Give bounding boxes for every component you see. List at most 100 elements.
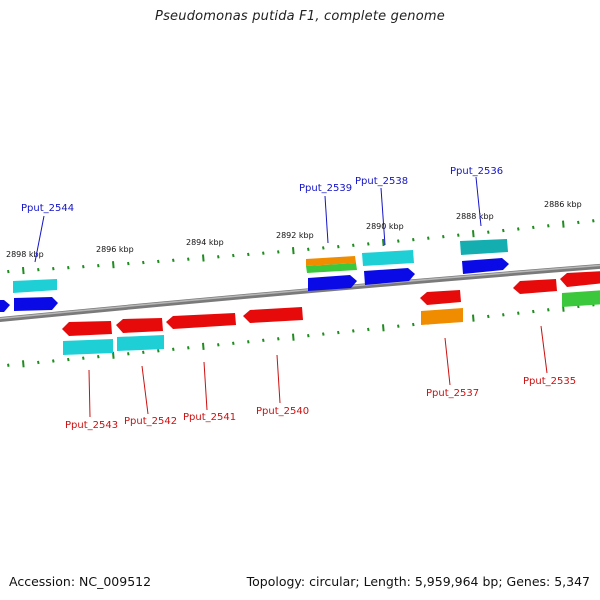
gene-arrow[interactable] (166, 313, 236, 329)
minor-tick (97, 354, 100, 359)
gene-arrow[interactable] (0, 300, 10, 312)
minor-tick (262, 251, 265, 255)
gene-arrow[interactable] (460, 239, 508, 255)
major-tick (22, 267, 25, 275)
minor-tick (367, 242, 370, 246)
minor-tick (172, 347, 175, 352)
minor-tick (172, 258, 175, 262)
gene-label[interactable]: Pput_2539 (299, 183, 352, 194)
gene-label[interactable]: Pput_2538 (355, 176, 408, 187)
topology-text: Topology: circular; Length: 5,959,964 bp… (246, 574, 590, 589)
gene-label[interactable]: Pput_2537 (426, 388, 479, 399)
gene-arrow[interactable] (362, 250, 414, 266)
map-title: Pseudomonas putida F1, complete genome (155, 9, 445, 24)
gene-arrow[interactable] (420, 290, 461, 305)
minor-tick (487, 230, 490, 234)
minor-tick (307, 247, 310, 251)
gene-arrow[interactable] (13, 279, 57, 293)
major-tick (112, 351, 115, 359)
gene-arrow[interactable] (62, 321, 112, 336)
gene-arrow[interactable] (63, 339, 113, 355)
kbp-label: 2896 kbp (96, 245, 134, 254)
gene-arrow[interactable] (14, 297, 58, 311)
minor-tick (517, 311, 520, 315)
kbp-label: 2886 kbp (544, 200, 582, 209)
major-tick (472, 230, 475, 238)
gene-label[interactable]: Pput_2540 (256, 406, 309, 417)
minor-tick (397, 324, 400, 328)
major-tick (382, 238, 385, 247)
minor-tick (187, 346, 190, 350)
minor-tick (352, 329, 355, 333)
minor-tick (217, 255, 220, 259)
minor-tick (412, 322, 415, 327)
gene-label[interactable]: Pput_2543 (65, 420, 118, 431)
gene-arrow[interactable] (116, 318, 163, 333)
minor-tick (187, 257, 190, 261)
gene-arrow[interactable] (562, 290, 600, 307)
genes-reverse (62, 271, 600, 355)
minor-tick (412, 237, 415, 242)
minor-tick (37, 267, 40, 272)
gene-label[interactable]: Pput_2542 (124, 416, 177, 427)
gene-label[interactable]: Pput_2536 (450, 166, 503, 177)
ticks-top (7, 219, 595, 275)
minor-tick (82, 265, 85, 269)
gene-arrow[interactable] (306, 263, 357, 273)
minor-tick (232, 341, 235, 346)
minor-tick (367, 327, 370, 332)
gene-arrow[interactable] (560, 271, 600, 287)
minor-tick (142, 260, 145, 265)
minor-tick (7, 363, 10, 367)
major-tick (202, 254, 205, 262)
gene-label[interactable]: Pput_2541 (183, 412, 236, 423)
minor-tick (127, 352, 130, 356)
minor-tick (7, 269, 10, 274)
minor-tick (577, 220, 580, 225)
major-tick (112, 261, 115, 269)
minor-tick (247, 340, 250, 344)
minor-tick (52, 359, 55, 363)
minor-tick (67, 357, 70, 362)
gene-arrow[interactable] (117, 335, 164, 351)
minor-tick (217, 343, 220, 347)
minor-tick (352, 243, 355, 247)
accession-text: Accession: NC_009512 (9, 574, 152, 589)
leader-line (141, 365, 149, 415)
gene-arrow[interactable] (306, 256, 356, 266)
minor-tick (517, 227, 520, 231)
minor-tick (97, 263, 100, 268)
kbp-label: 2898 kbp (6, 250, 44, 259)
gene-arrow[interactable] (513, 279, 557, 294)
minor-tick (547, 224, 550, 228)
gene-arrow[interactable] (364, 268, 415, 285)
leader-line (276, 354, 281, 404)
gene-arrow[interactable] (243, 307, 303, 323)
kbp-label: 2890 kbp (366, 222, 404, 231)
minor-tick (127, 261, 130, 266)
gene-label[interactable]: Pput_2535 (523, 376, 576, 387)
gene-arrow[interactable] (421, 308, 463, 325)
gene-arrow[interactable] (308, 275, 357, 291)
minor-tick (427, 236, 430, 240)
gene-labels-bottom: Pput_2543 Pput_2542 Pput_2541 Pput_2540 … (65, 376, 576, 431)
minor-tick (397, 239, 400, 243)
minor-tick (502, 228, 505, 233)
gene-arrow[interactable] (462, 258, 509, 274)
leader-line (34, 215, 45, 263)
minor-tick (157, 349, 160, 353)
major-tick (292, 247, 295, 255)
minor-tick (307, 333, 310, 338)
minor-tick (277, 337, 280, 341)
minor-tick (532, 225, 535, 230)
kbp-labels: 2898 kbp 2896 kbp 2894 kbp 2892 kbp 2890… (6, 200, 582, 259)
gene-label[interactable]: Pput_2544 (21, 203, 74, 214)
minor-tick (592, 219, 595, 223)
minor-tick (502, 313, 505, 317)
minor-tick (457, 233, 460, 237)
major-tick (202, 342, 205, 350)
kbp-label: 2892 kbp (276, 231, 314, 240)
minor-tick (247, 252, 250, 257)
minor-tick (67, 266, 70, 270)
major-tick (562, 220, 565, 228)
